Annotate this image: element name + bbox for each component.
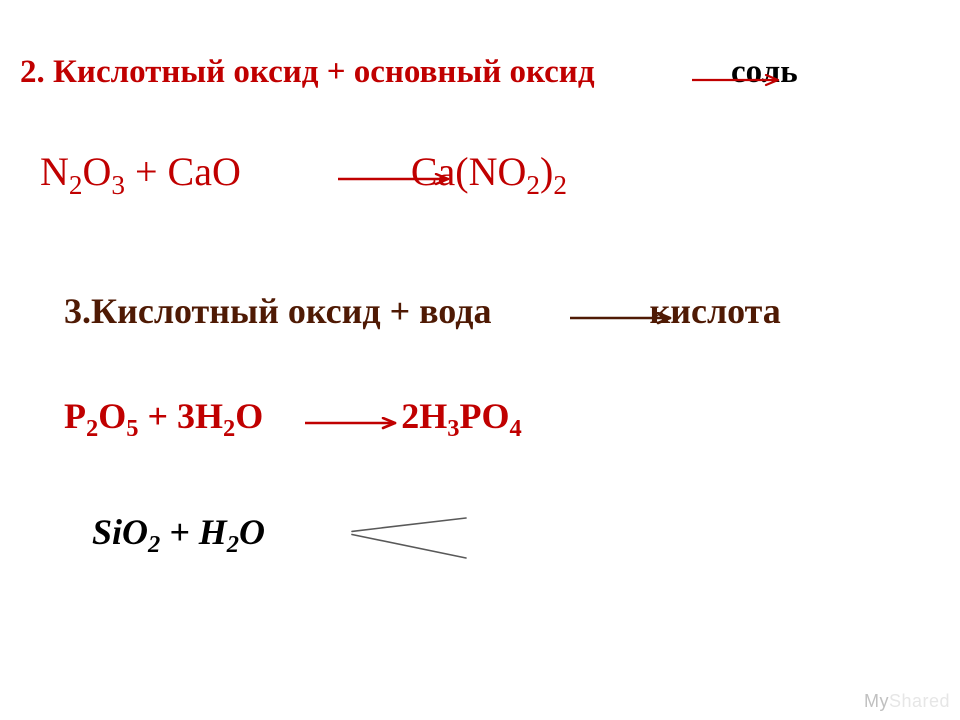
equation-1: N2O3 + CaO Ca(NO2)2 [40, 148, 567, 195]
heading-3-lhs: 3.Кислотный оксид + вода [64, 291, 491, 331]
equation-2: P2O5 + 3H2O 2H3PO4 [64, 395, 522, 437]
arrow-equation-2 [305, 417, 399, 431]
arrow-heading-2 [692, 74, 782, 88]
arrow-heading-3 [570, 312, 674, 326]
arrow-equation-1 [338, 173, 452, 187]
no-reaction-cross [350, 516, 470, 560]
heading-2-lhs: 2. Кислотный оксид + основный оксид [20, 54, 595, 90]
equation-3: SiO2 + H2O [92, 511, 265, 553]
watermark: MyShared [864, 691, 950, 712]
slide: 2. Кислотный оксид + основный оксид соль… [0, 0, 960, 720]
heading-2: 2. Кислотный оксид + основный оксид соль [20, 54, 798, 91]
